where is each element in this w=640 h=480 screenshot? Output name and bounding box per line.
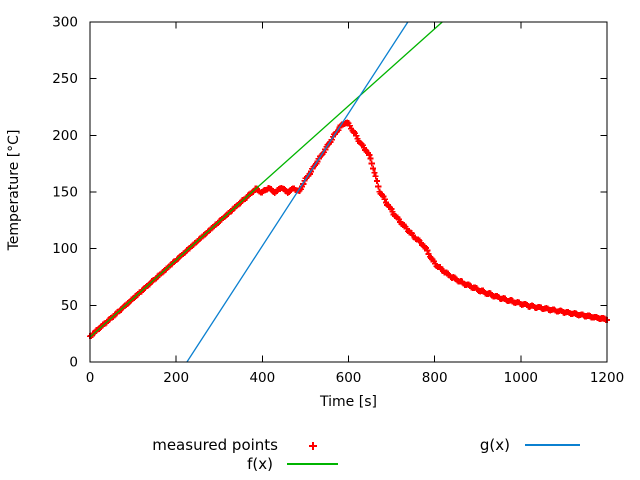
x-tick-label: 400 bbox=[249, 370, 275, 386]
legend-g-line-sample bbox=[525, 444, 580, 446]
y-tick-label: 150 bbox=[52, 185, 78, 201]
legend-label-g: g(x) bbox=[479, 436, 510, 454]
y-tick-label: 50 bbox=[61, 298, 78, 314]
legend-label-f: f(x) bbox=[247, 455, 273, 473]
plot-frame bbox=[89, 21, 608, 363]
x-tick-label: 1200 bbox=[590, 370, 624, 386]
x-tick-label: 1000 bbox=[504, 370, 538, 386]
y-tick-label: 250 bbox=[52, 71, 78, 87]
measured-points-series bbox=[86, 119, 611, 340]
f-line-series bbox=[89, 21, 443, 338]
y-tick-label: 200 bbox=[52, 128, 78, 144]
legend-f-line-sample bbox=[287, 463, 338, 465]
g-line-series bbox=[186, 21, 409, 363]
legend-label-measured-points: measured points bbox=[152, 436, 278, 454]
y-axis-label: Temperature [°C] bbox=[6, 130, 22, 252]
x-tick-label: 200 bbox=[163, 370, 189, 386]
x-axis-label: Time [s] bbox=[319, 394, 377, 410]
x-tick-label: 800 bbox=[422, 370, 448, 386]
legend-plus-marker-icon bbox=[308, 441, 318, 451]
y-tick-label: 300 bbox=[52, 15, 78, 31]
y-tick-label: 100 bbox=[52, 241, 78, 257]
x-tick-label: 600 bbox=[336, 370, 362, 386]
x-tick-label: 0 bbox=[86, 370, 95, 386]
y-tick-label: 0 bbox=[69, 355, 78, 371]
